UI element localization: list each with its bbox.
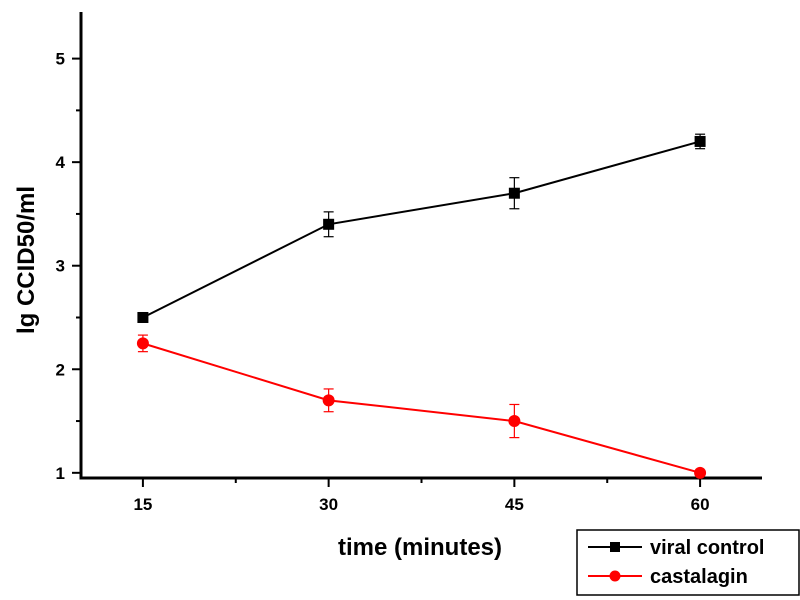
data-point-castalagin (508, 415, 521, 428)
legend-marker-castalagin (609, 570, 621, 582)
y-axis-title: lg CCID50/ml (13, 186, 40, 334)
x-tick-label: 15 (133, 495, 152, 514)
y-ticks: 1 2 3 4 5 (56, 50, 81, 483)
data-point-viral-control (508, 187, 520, 199)
series-line-viral-control (142, 140, 701, 319)
axes (79, 12, 762, 480)
x-axis-title: time (minutes) (338, 534, 502, 561)
legend: viral control castalagin (576, 529, 800, 596)
y-tick-label: 1 (56, 464, 65, 483)
x-tick-label: 45 (505, 495, 524, 514)
y-tick-label: 4 (56, 153, 66, 172)
y-tick-label: 3 (56, 257, 65, 276)
series-layer (136, 133, 707, 479)
data-point-castalagin (694, 466, 707, 479)
data-point-castalagin (322, 394, 335, 407)
series-viral-control (137, 133, 706, 323)
data-point-castalagin (136, 337, 149, 350)
legend-label-castalagin: castalagin (650, 566, 748, 588)
legend-marker-viral-control (610, 542, 620, 552)
series-castalagin (136, 334, 707, 479)
x-tick-label: 30 (319, 495, 338, 514)
y-tick-label: 2 (56, 360, 65, 379)
data-point-viral-control (137, 311, 149, 323)
x-ticks: 15 30 45 60 (133, 478, 710, 514)
data-point-viral-control (694, 135, 706, 147)
data-point-viral-control (323, 218, 335, 230)
y-tick-label: 5 (56, 50, 65, 69)
x-tick-label: 60 (691, 495, 710, 514)
legend-box (576, 529, 800, 596)
legend-label-viral-control: viral control (650, 537, 764, 559)
series-line-castalagin (142, 342, 701, 474)
